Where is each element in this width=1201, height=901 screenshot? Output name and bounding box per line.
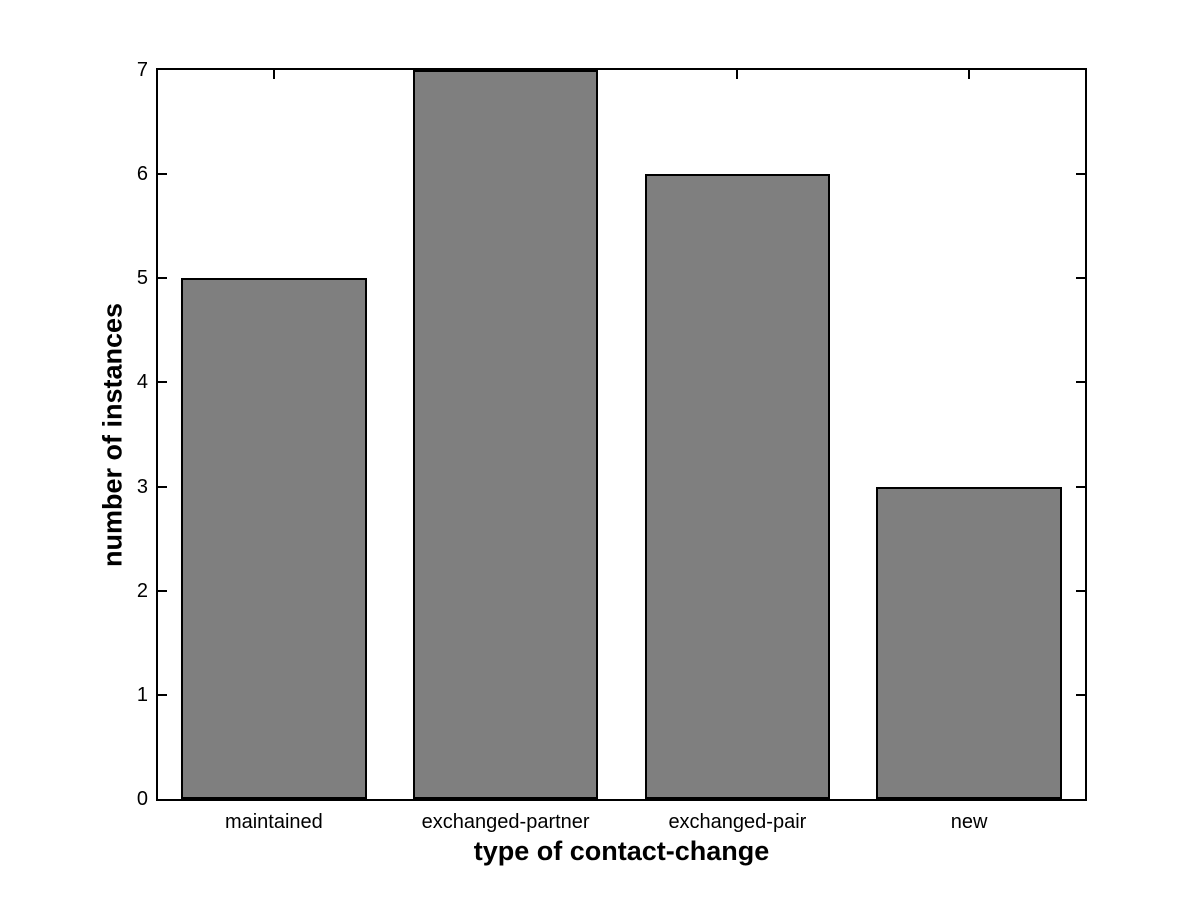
y-tick-left (158, 381, 167, 384)
x-tick-top (736, 70, 739, 79)
y-tick-right (1076, 589, 1085, 592)
y-tick-label: 1 (136, 683, 148, 706)
x-tick-label-new: new (950, 811, 988, 833)
x-tick-label-exchanged-pair: exchanged-pair (668, 811, 807, 833)
y-tick-left (158, 589, 167, 592)
y-tick-label: 7 (136, 59, 148, 81)
y-tick-left (158, 173, 167, 176)
y-tick-label: 0 (136, 788, 148, 810)
y-tick-left (158, 485, 167, 488)
y-tick-label: 2 (136, 579, 148, 602)
y-tick-label: 6 (136, 163, 148, 186)
y-tick-left (158, 277, 167, 280)
x-tick-top (968, 70, 971, 79)
bar-new (876, 486, 1062, 799)
bar-maintained (181, 278, 367, 799)
x-tick-label-exchanged-partner: exchanged-partner (421, 811, 590, 833)
bar-exchanged-pair (644, 174, 831, 799)
y-tick-right (1076, 485, 1085, 488)
y-tick-left (158, 693, 167, 696)
y-tick-label: 4 (136, 371, 148, 394)
x-tick-label-maintained: maintained (224, 811, 323, 833)
y-tick-right (1076, 173, 1085, 176)
bar-exchanged-partner (412, 70, 599, 799)
x-axis-label: type of contact-change (473, 836, 770, 866)
y-tick-right (1076, 693, 1085, 696)
y-tick-label: 3 (136, 475, 148, 498)
y-axis-label: number of instances (97, 302, 128, 567)
x-tick-top (272, 70, 275, 79)
y-tick-label: 5 (136, 267, 148, 290)
y-tick-right (1076, 277, 1085, 280)
plot-area (156, 68, 1087, 801)
y-tick-right (1076, 381, 1085, 384)
